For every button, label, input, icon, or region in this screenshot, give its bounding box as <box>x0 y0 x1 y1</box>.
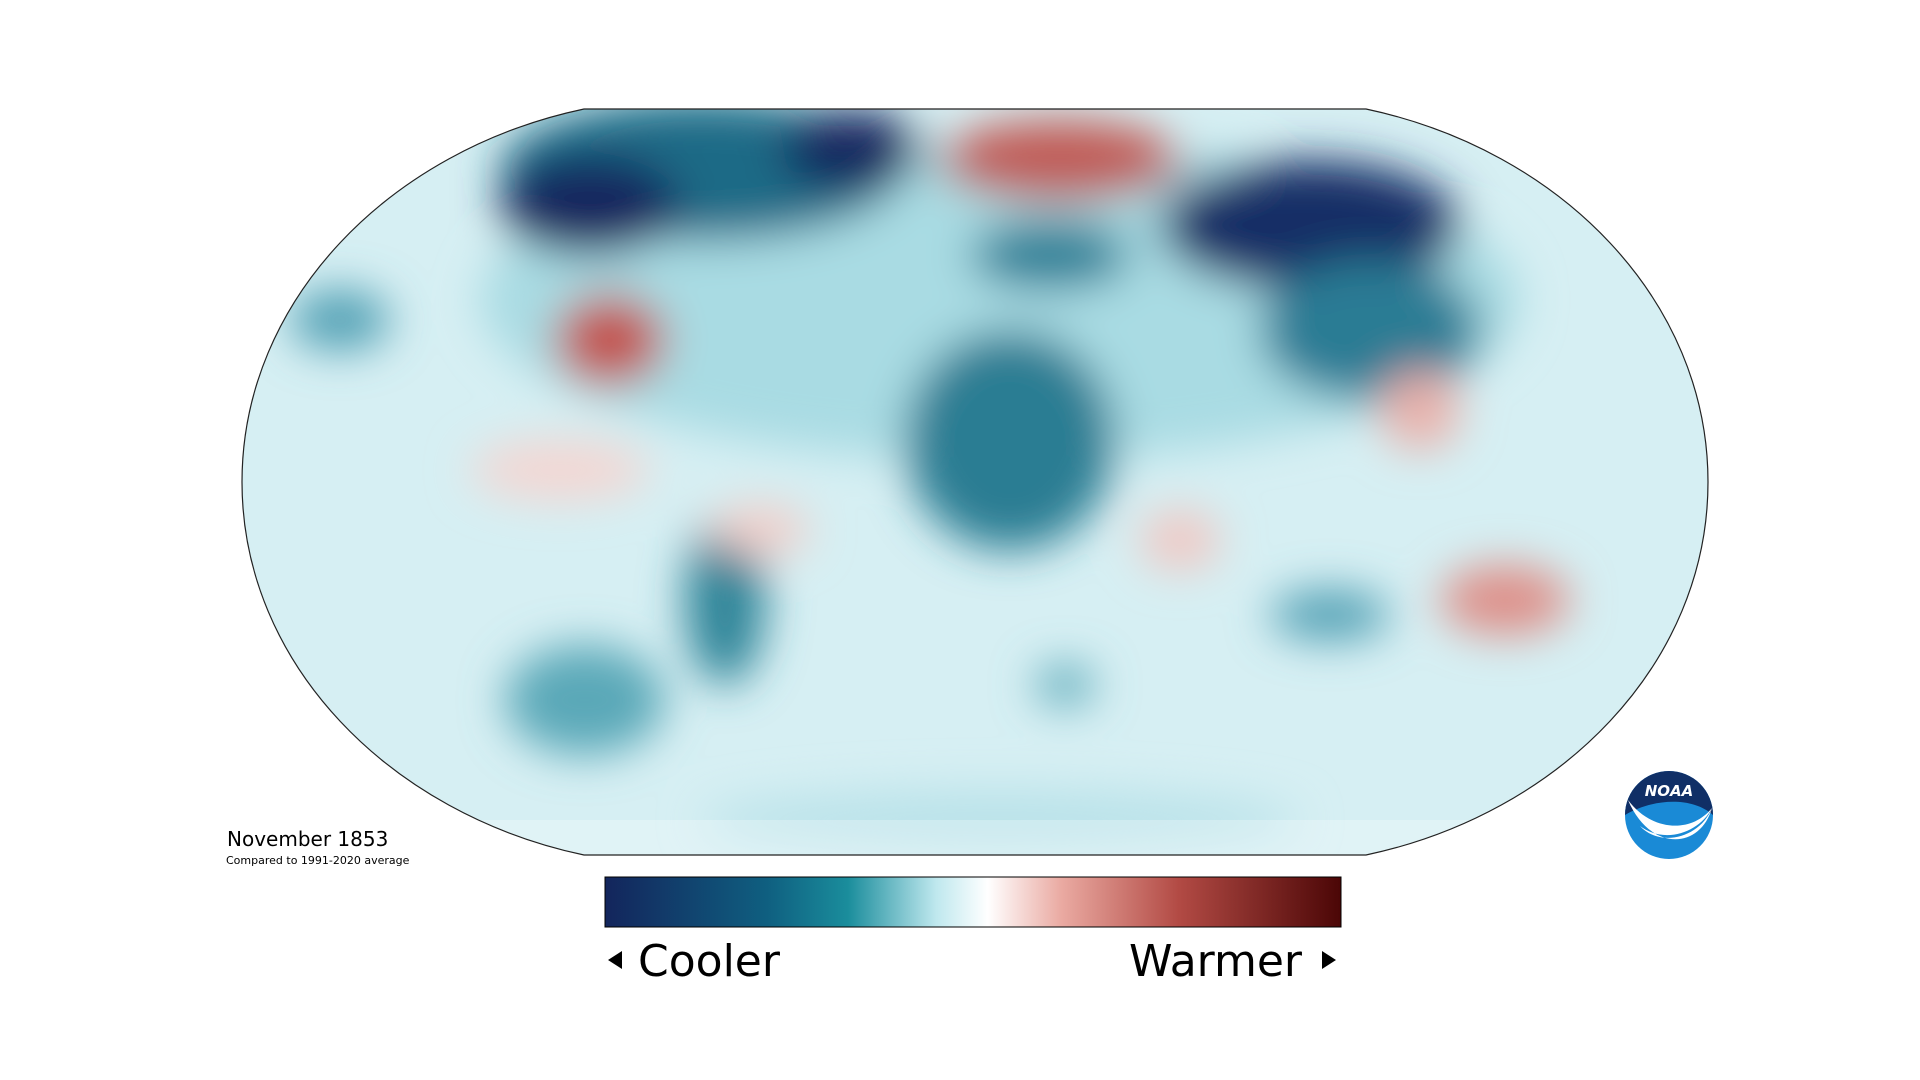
blob <box>1140 510 1220 570</box>
blob <box>1160 160 1460 290</box>
noaa-logo: NOAA <box>1625 771 1713 859</box>
blob <box>290 290 390 350</box>
color-scale <box>604 876 1342 928</box>
blob <box>1440 565 1570 635</box>
logo-gull <box>1628 800 1712 840</box>
logo-text: NOAA <box>1645 782 1694 800</box>
blob <box>685 515 765 685</box>
blob <box>780 110 920 190</box>
legend-low-label: Cooler <box>638 936 781 987</box>
right-arrow <box>1322 951 1336 969</box>
map-title: November 1853 <box>227 827 388 851</box>
antarctic-haze <box>242 820 1708 855</box>
anomaly-field <box>242 109 1708 855</box>
map-outline <box>241 108 1709 856</box>
blob <box>500 155 680 255</box>
blob <box>710 505 810 555</box>
left-arrow <box>608 951 622 969</box>
blob <box>940 120 1180 200</box>
logo-top <box>1625 771 1713 815</box>
blob <box>505 645 665 755</box>
anomaly-blobs <box>290 109 1570 850</box>
blob <box>905 330 1115 550</box>
blob <box>1270 590 1390 640</box>
blob <box>470 440 650 500</box>
map-subtitle: Compared to 1991-2020 average <box>226 854 410 867</box>
blob <box>1380 370 1460 450</box>
blob <box>970 220 1130 290</box>
blob <box>1035 665 1095 705</box>
blob <box>700 790 1300 850</box>
legend-high-label: Warmer <box>1129 936 1303 987</box>
blob <box>555 295 665 385</box>
blob <box>1260 260 1480 400</box>
